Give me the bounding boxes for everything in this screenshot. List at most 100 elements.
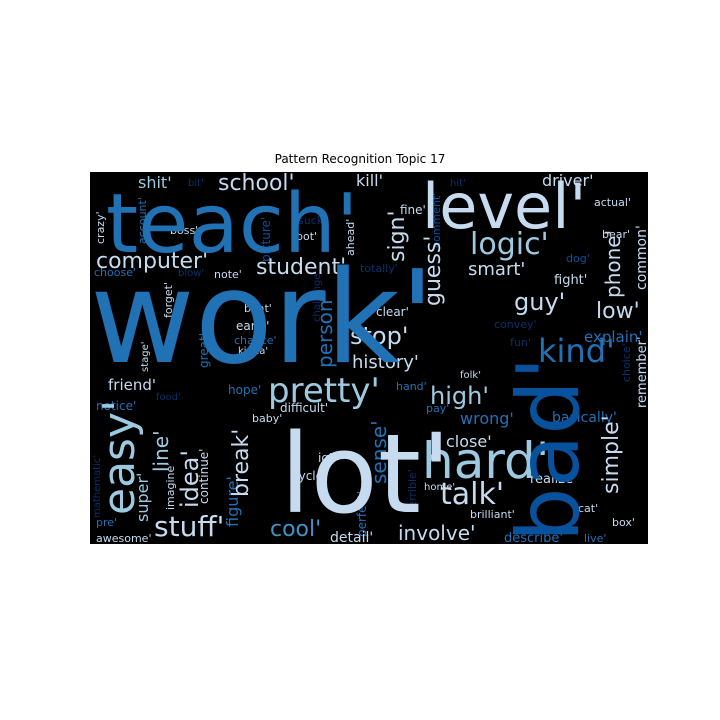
- word-notice: notice': [96, 399, 136, 413]
- word-cloud: stage' kinda' folk' home' mathematic' food' ch…: [90, 172, 648, 544]
- word-mathematic: mathematic': [92, 455, 103, 518]
- word-box: box': [612, 516, 635, 529]
- word-crazy: crazy': [94, 211, 107, 244]
- word-ahead: ahead': [344, 219, 357, 256]
- word-basically: basically': [552, 410, 617, 426]
- word-bear: bear': [602, 228, 630, 241]
- word-brilliant: brilliant': [470, 508, 515, 521]
- word-lot: lot': [280, 410, 451, 538]
- word-low: low': [596, 299, 640, 324]
- word-high: high': [430, 382, 489, 410]
- word-super: super': [133, 473, 152, 522]
- word-continue: continue': [197, 449, 211, 504]
- word-easy: easy': [94, 400, 145, 515]
- word-stop: stop': [350, 322, 408, 350]
- word-home: home': [424, 482, 455, 493]
- word-school: school': [218, 172, 295, 196]
- word-boss: boss': [170, 224, 198, 237]
- word-imagine: imagine': [164, 463, 177, 510]
- word-stage: stage': [140, 341, 151, 372]
- word-picture: picture': [259, 217, 273, 262]
- word-smart: smart': [468, 259, 525, 280]
- word-chance: chance': [234, 334, 277, 347]
- word-cycle: cycle': [292, 469, 326, 483]
- word-choose: choose': [94, 266, 136, 279]
- word-forget: forget': [162, 282, 175, 318]
- word-realize: realize': [530, 472, 577, 487]
- word-perfect: perfect': [355, 491, 369, 537]
- word-clear: clear': [376, 305, 409, 319]
- word-level: level': [422, 172, 586, 243]
- word-talk: talk': [440, 477, 504, 512]
- word-pay: pay': [426, 402, 449, 415]
- word-kinda: kinda': [238, 346, 268, 357]
- word-idea: idea': [176, 450, 204, 508]
- word-computer: computer': [96, 249, 208, 274]
- word-explain: explain': [584, 328, 643, 346]
- word-kill: kill': [356, 172, 383, 190]
- word-logic: logic': [470, 227, 549, 262]
- word-line: line': [149, 430, 173, 472]
- word-baby: baby': [252, 412, 282, 425]
- word-common: common': [634, 225, 648, 290]
- word-dog: dog': [566, 252, 590, 265]
- word-great: great': [197, 333, 211, 368]
- word-actual: actual': [594, 196, 631, 209]
- word-person: person': [313, 294, 337, 368]
- word-hope: hope': [228, 383, 261, 397]
- word-convey: convey': [494, 318, 537, 331]
- word-kind: kind': [538, 332, 615, 370]
- word-challenge: challenge': [312, 271, 323, 322]
- word-blow: blow': [178, 268, 204, 279]
- word-food: food': [156, 392, 181, 403]
- word-work: work': [90, 244, 435, 393]
- word-awesome: awesome': [96, 532, 151, 544]
- word-fun: fun': [510, 336, 531, 349]
- word-live: live': [584, 532, 606, 544]
- word-bot: bot': [296, 230, 317, 243]
- word-difficult: difficult': [280, 401, 328, 415]
- word-iq: iq': [318, 451, 332, 465]
- word-terrible: terrible': [406, 469, 419, 512]
- word-cloud-canvas: stage' kinda' folk' home' mathematic' food' ch…: [90, 172, 648, 544]
- word-pretty: pretty': [268, 371, 380, 411]
- word-fine: fine': [400, 203, 426, 217]
- word-note: note': [214, 268, 242, 281]
- word-sense: sense': [367, 420, 391, 484]
- word-describe: describe': [504, 531, 563, 544]
- word-close: close': [446, 432, 492, 451]
- word-cat: cat': [578, 502, 598, 515]
- word-totally: totally': [360, 262, 398, 275]
- word-teach: teach': [106, 177, 358, 272]
- word-bit: bit': [188, 178, 204, 189]
- word-suck: suck': [298, 214, 326, 227]
- word-friend: friend': [108, 376, 156, 394]
- word-beat: beat': [244, 302, 272, 315]
- word-student: student': [256, 255, 346, 280]
- word-pre: pre': [96, 516, 117, 529]
- word-early: early': [236, 319, 269, 333]
- word-driver: driver': [542, 172, 593, 190]
- word-detail: detail': [330, 530, 373, 544]
- word-cool: cool': [270, 517, 321, 542]
- word-phone: phone': [601, 230, 625, 298]
- word-shit: shit': [138, 173, 172, 192]
- word-hit: hit': [450, 178, 466, 189]
- word-sign: sign': [385, 210, 410, 262]
- word-history: history': [352, 352, 419, 373]
- word-bad: bad': [499, 356, 599, 542]
- word-hand: hand': [396, 380, 427, 393]
- word-folk: folk': [460, 370, 481, 381]
- word-hard: hard': [422, 432, 550, 490]
- word-comment: comment': [430, 193, 443, 248]
- word-choice: choice': [620, 343, 633, 382]
- word-figure: figure': [223, 476, 242, 527]
- word-guess: guess': [421, 236, 446, 306]
- word-guy: guy': [514, 288, 565, 316]
- word-simple: simple': [599, 415, 624, 494]
- word-fight: fight': [554, 273, 587, 288]
- word-wrong: wrong': [460, 409, 514, 428]
- word-account: account': [136, 197, 149, 244]
- word-stuff: stuff': [154, 510, 224, 543]
- chart-title: Pattern Recognition Topic 17: [274, 152, 446, 166]
